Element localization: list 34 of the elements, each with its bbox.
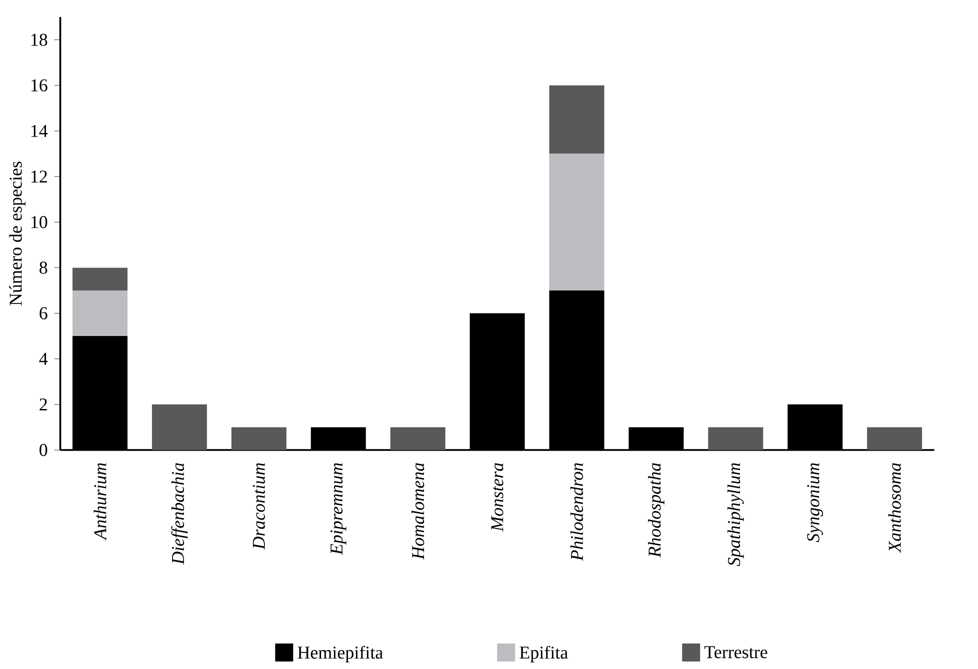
bar [152,404,207,450]
legend-label: Terrestre [704,646,768,658]
y-tick-label: 8 [40,262,48,274]
legend-label: Epifita [520,646,568,662]
x-tick-label: Dieffenbachia [171,462,188,564]
x-tick-label: Rhodospatha [648,463,664,558]
y-tick-label: 0 [40,444,48,456]
x-tick-label: Syngonium [807,463,824,542]
bar [231,427,286,450]
x-tick-label: Anthurium [94,463,106,540]
x-tick-label: Epipremnum [330,463,346,555]
y-tick-label: 10 [31,216,48,228]
y-tick-label: 2 [40,398,47,410]
y-axis-title: Número de especies [9,162,26,306]
x-tick-label: Philodendron [570,463,584,561]
bar [867,427,922,450]
x-tick-label: Spathiphyllum [727,463,744,566]
y-tick-label: 4 [39,352,48,365]
legend-label: Hemiepifita [298,646,383,662]
bar [390,427,446,450]
y-tick-label: 6 [40,307,48,320]
x-tick-label: Dracontium [252,463,265,550]
y-tick-label: 12 [31,170,47,182]
bar [708,427,764,450]
bar [72,268,128,290]
x-tick-label: Monstera [491,463,504,532]
y-tick-label: 14 [31,124,48,137]
y-tick-label: 16 [31,79,48,92]
bar [549,85,604,154]
x-tick-label: Xanthosoma [888,463,901,553]
x-tick-label: Homalomena [411,463,424,560]
bar [72,290,128,336]
y-tick-label: 18 [31,34,48,46]
bar [549,154,604,290]
